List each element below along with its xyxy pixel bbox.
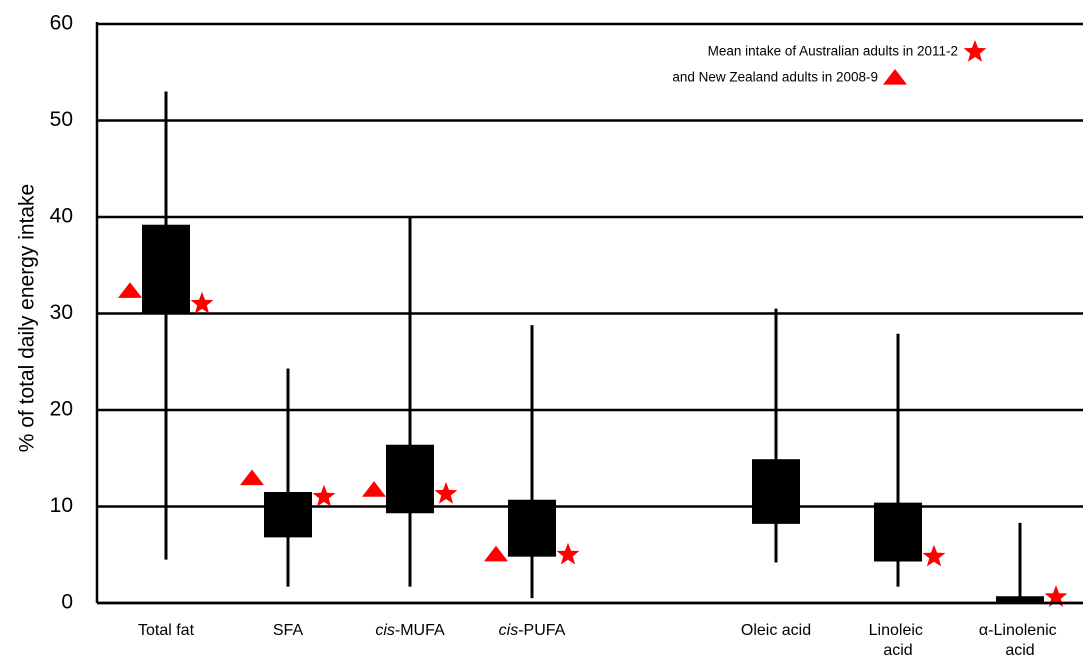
- x-tick-label: α-Linolenic acid: [979, 622, 1061, 659]
- y-tick-label: 40: [50, 205, 73, 228]
- x-tick-label: cis-PUFA: [499, 622, 566, 639]
- star-marker: [190, 291, 214, 314]
- box: [264, 492, 312, 538]
- y-tick-label: 10: [50, 494, 73, 517]
- x-tick-label-part: acid: [883, 642, 912, 659]
- star-marker: [434, 482, 458, 504]
- star-marker: [922, 544, 946, 567]
- box: [874, 502, 922, 562]
- y-tick-label: 50: [50, 108, 73, 131]
- box: [508, 499, 556, 557]
- x-tick-label: SFA: [273, 622, 304, 639]
- x-tick-label-part: -MUFA: [395, 622, 445, 639]
- box: [752, 459, 800, 524]
- x-tick-label: Linoleic acid: [869, 622, 928, 659]
- x-tick-label-part: -PUFA: [518, 622, 565, 639]
- y-tick-label: 0: [61, 591, 73, 614]
- x-tick-label: cis-MUFA: [375, 622, 445, 639]
- x-tick-label-part: α-Linolenic: [979, 622, 1061, 639]
- triangle-marker: [362, 481, 386, 497]
- legend-symbol: [963, 40, 987, 62]
- triangle-marker: [240, 469, 264, 486]
- y-tick-label: 60: [50, 12, 73, 35]
- triangle-marker: [118, 282, 142, 298]
- x-tick-label: Oleic acid: [741, 622, 811, 639]
- star-marker: [312, 484, 336, 507]
- x-tick-label-part: Linoleic: [869, 622, 928, 639]
- legend-label: and New Zealand adults in 2008-9: [672, 70, 878, 85]
- box: [996, 596, 1044, 603]
- triangle-marker: [484, 545, 508, 562]
- x-tick-label-part: cis: [375, 622, 395, 639]
- x-tick-label: Total fat: [138, 622, 195, 639]
- legend-symbol: [883, 69, 907, 85]
- star-marker: [556, 542, 580, 565]
- x-tick-label-part: cis: [499, 622, 519, 639]
- legend-label: Mean intake of Australian adults in 2011…: [708, 44, 958, 59]
- y-axis-label: % of total daily energy intake: [16, 184, 39, 453]
- y-tick-label: 20: [50, 398, 73, 421]
- box: [142, 224, 190, 314]
- star-marker: [1044, 585, 1068, 607]
- box: [386, 444, 434, 514]
- x-tick-label-part: acid: [1005, 642, 1034, 659]
- y-tick-label: 30: [50, 301, 73, 324]
